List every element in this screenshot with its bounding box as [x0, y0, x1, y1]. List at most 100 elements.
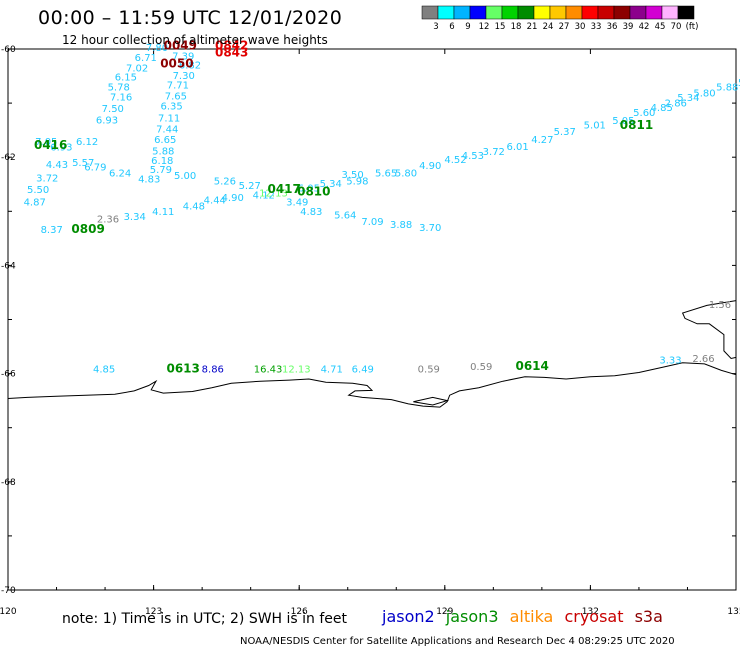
- wave-height-value: 6.18: [151, 156, 173, 167]
- pass-time-label: 0810: [297, 185, 330, 199]
- pass-time-label: 0842: [215, 39, 248, 53]
- wave-height-value: 5.60: [633, 108, 655, 119]
- pass-time-label: 0050: [160, 56, 193, 70]
- wave-height-value: 3.72: [483, 147, 505, 158]
- wave-height-value: 7.16: [110, 92, 132, 103]
- wave-height-value: 5.37: [554, 127, 576, 138]
- lat-label: -70: [1, 586, 16, 596]
- wave-height-value: 3.70: [419, 223, 441, 234]
- wave-height-value: 7.44: [156, 124, 178, 135]
- lat-label: -66: [1, 370, 16, 380]
- wave-height-value: 4.11: [152, 207, 174, 218]
- wave-height-value: 3.49: [286, 197, 308, 208]
- colorbar-swatch: [469, 5, 487, 20]
- colorbar-swatch: [645, 5, 663, 20]
- wave-height-value: 5.50: [27, 185, 49, 196]
- wave-height-value: 7.09: [361, 217, 383, 228]
- lon-label: 129: [436, 607, 453, 617]
- wave-height-value: 7.05: [35, 137, 57, 148]
- wave-height-value: 6.71: [135, 53, 157, 64]
- wave-height-value: 5.26: [214, 176, 236, 187]
- wave-height-value: 4.52: [444, 155, 466, 166]
- colorbar-label: 30: [575, 22, 586, 32]
- wave-height-value: 0.59: [470, 362, 492, 373]
- colorbar-swatch: [613, 5, 631, 20]
- colorbar-label: 6: [449, 22, 454, 32]
- wave-height-value: 4.48: [183, 202, 205, 213]
- legend-altika: altika: [509, 607, 554, 626]
- wave-height-value: 5.34: [320, 179, 342, 190]
- wave-height-value: 5.79: [150, 165, 172, 176]
- colorbar-swatch: [549, 5, 567, 20]
- colorbar-swatch: [485, 5, 503, 20]
- wave-height-value: 3.50: [341, 170, 363, 181]
- wave-height-value: 2.66: [692, 354, 714, 365]
- wave-height-value: 4.12: [253, 190, 275, 201]
- pass-time-label: 0843: [215, 46, 248, 60]
- colorbar-label: 42: [639, 22, 650, 32]
- wave-height-value: 7.39: [172, 51, 194, 62]
- colorbar-swatch: [453, 5, 471, 20]
- colorbar-swatch: [517, 5, 535, 20]
- pass-time-label: 0416: [34, 138, 67, 152]
- wave-height-value: 5.98: [346, 176, 368, 187]
- wave-height-value: 3.72: [36, 174, 58, 185]
- colorbar-label: 33: [591, 22, 602, 32]
- lat-label: -68: [1, 478, 16, 488]
- wave-height-value: 4.90: [222, 193, 244, 204]
- lon-label: 135: [727, 607, 740, 617]
- colorbar-label: 12: [479, 22, 490, 32]
- wave-height-value: 7.11: [158, 114, 180, 125]
- wave-height-value: 16.43: [254, 365, 283, 376]
- wave-height-value: 6.82: [179, 61, 201, 72]
- wave-height-value: 6.01: [506, 142, 528, 153]
- wave-height-value: 4.87: [24, 197, 46, 208]
- wave-height-value: 5.65: [375, 169, 397, 180]
- wave-height-value: 2.36: [97, 215, 119, 226]
- wave-height-value: 12.13: [282, 365, 311, 376]
- wave-height-value: 6.15: [115, 72, 137, 83]
- coastline: [7, 362, 737, 408]
- wave-height-value: 5.34: [677, 93, 699, 104]
- wave-height-value: 4.83: [300, 207, 322, 218]
- colorbar-label: 70: [671, 22, 682, 32]
- wave-height-value: 5.01: [584, 121, 606, 132]
- colorbar-swatch: [581, 5, 599, 20]
- wave-height-value: 5.88: [152, 147, 174, 158]
- wave-height-value: 7.50: [102, 104, 124, 115]
- satellite-legend: jason2 jason3 altika cryosat s3a: [382, 607, 669, 626]
- colorbar-swatch: [421, 5, 439, 20]
- colorbar-swatch: [677, 5, 695, 20]
- legend-jason3: jason3: [445, 607, 499, 626]
- page-title: 00:00 – 11:59 UTC 12/01/2020: [38, 7, 343, 29]
- colorbar-swatch: [437, 5, 455, 20]
- wave-height-value: 6.05: [298, 183, 320, 194]
- wave-height-value: 5.27: [239, 181, 261, 192]
- units-note: note: 1) Time is in UTC; 2) SWH is in fe…: [62, 611, 348, 627]
- wave-height-value: 6.93: [96, 116, 118, 127]
- pass-time-label: 0811: [620, 118, 653, 132]
- wave-height-value: 8.86: [202, 365, 224, 376]
- colorbar-label: 39: [623, 22, 634, 32]
- wave-height-value: 5.00: [174, 171, 196, 182]
- wave-height-value: 4.90: [419, 161, 441, 172]
- colorbar-label: (ft): [686, 22, 699, 32]
- wave-height-value: 0.59: [418, 365, 440, 376]
- legend-s3a: s3a: [634, 607, 663, 626]
- wave-height-value: 6.65: [154, 135, 176, 146]
- wave-height-value: 5.80: [395, 169, 417, 180]
- colorbar-swatch: [597, 5, 615, 20]
- wave-height-value: 5.88: [716, 83, 738, 94]
- wave-height-value: 3.34: [124, 212, 146, 223]
- wave-height-value: 12.13: [259, 189, 288, 200]
- wave-height-value: 7.80: [146, 43, 168, 54]
- pass-time-label: 0613: [166, 362, 199, 376]
- colorbar-swatch: [533, 5, 551, 20]
- lon-label: 126: [291, 607, 308, 617]
- wave-height-value: 7.71: [167, 81, 189, 92]
- colorbar-swatch: [501, 5, 519, 20]
- wave-height-value: 5.05: [612, 116, 634, 127]
- wave-height-value: 4.27: [531, 135, 553, 146]
- credit-line: NOAA/NESDIS Center for Satellite Applica…: [240, 636, 675, 647]
